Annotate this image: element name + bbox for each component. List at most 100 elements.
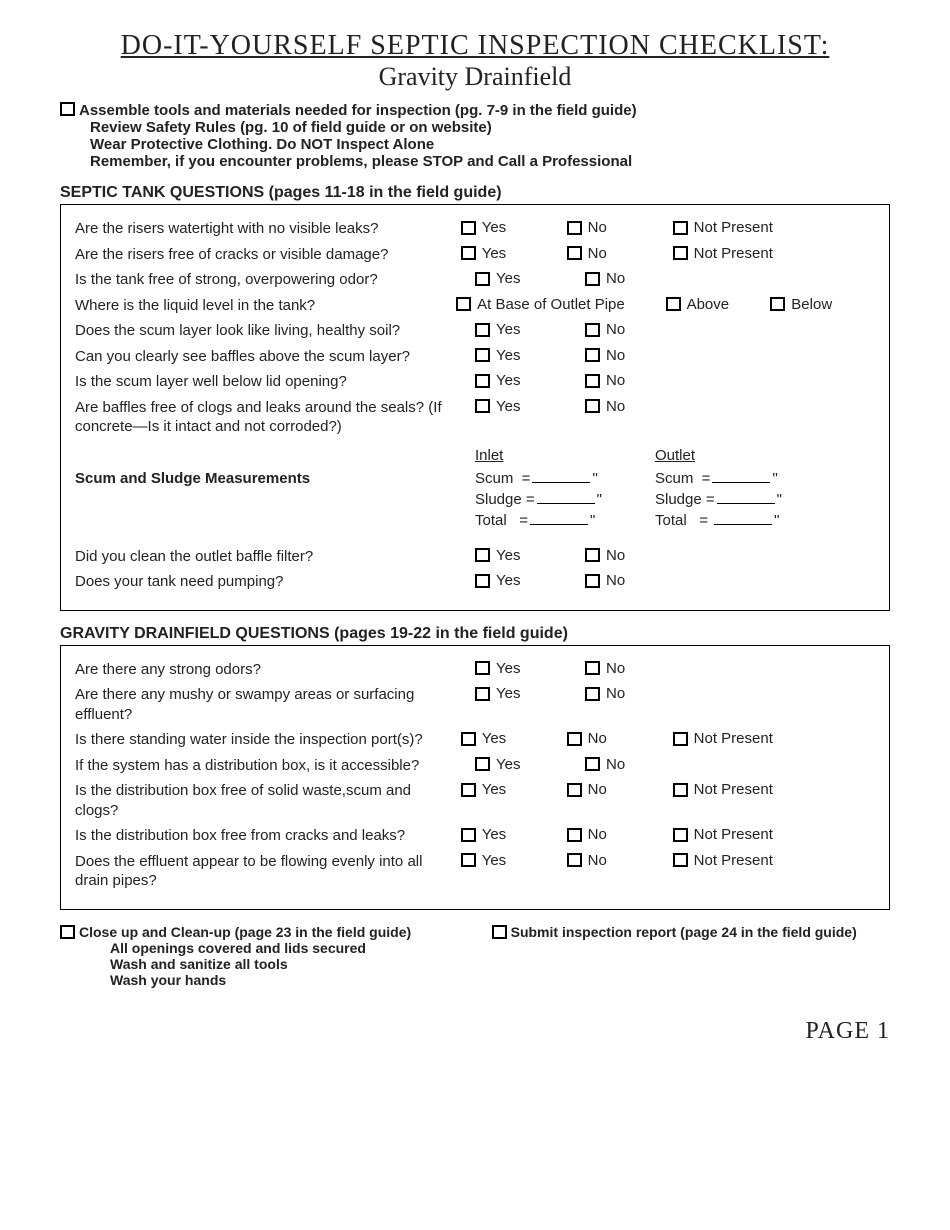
np-label: Not Present xyxy=(694,852,773,869)
q4-above-checkbox[interactable] xyxy=(666,297,681,311)
inlet-sludge-input[interactable] xyxy=(537,503,595,504)
q8-no-checkbox[interactable] xyxy=(585,399,600,413)
q5-no-checkbox[interactable] xyxy=(585,323,600,337)
g4-yes-checkbox[interactable] xyxy=(475,757,490,771)
g6-no-checkbox[interactable] xyxy=(567,828,582,842)
g2-yes-checkbox[interactable] xyxy=(475,687,490,701)
q4-below-checkbox[interactable] xyxy=(770,297,785,311)
yes-label: Yes xyxy=(482,730,506,747)
q6-yes-checkbox[interactable] xyxy=(475,348,490,362)
yes-label: Yes xyxy=(496,347,520,364)
q2-no-checkbox[interactable] xyxy=(567,246,582,260)
g3-no-checkbox[interactable] xyxy=(567,732,582,746)
q1-np-checkbox[interactable] xyxy=(673,221,688,235)
gravity-header: GRAVITY DRAINFIELD QUESTIONS (pages 19-2… xyxy=(60,625,890,643)
q-need-pumping: Does your tank need pumping? xyxy=(75,572,475,592)
septic-header: SEPTIC TANK QUESTIONS (pages 11-18 in th… xyxy=(60,184,890,202)
q8-yes-checkbox[interactable] xyxy=(475,399,490,413)
g-swampy: Are there any mushy or swampy areas or s… xyxy=(75,685,475,724)
q9-yes-checkbox[interactable] xyxy=(475,548,490,562)
footer: Close up and Clean-up (page 23 in the fi… xyxy=(60,924,890,988)
no-label: No xyxy=(606,321,625,338)
yes-label: Yes xyxy=(496,547,520,564)
yes-label: Yes xyxy=(482,219,506,236)
g5-no-checkbox[interactable] xyxy=(567,783,582,797)
q2-np-checkbox[interactable] xyxy=(673,246,688,260)
q-clean-baffle: Did you clean the outlet baffle filter? xyxy=(75,547,475,567)
np-label: Not Present xyxy=(694,826,773,843)
q10-yes-checkbox[interactable] xyxy=(475,574,490,588)
page-title: DO-IT-YOURSELF SEPTIC INSPECTION CHECKLI… xyxy=(60,30,890,62)
g5-yes-checkbox[interactable] xyxy=(461,783,476,797)
submit-report-checkbox[interactable] xyxy=(492,925,507,939)
outlet-scum-input[interactable] xyxy=(712,482,770,483)
q-scum-below-lid: Is the scum layer well below lid opening… xyxy=(75,372,475,392)
assemble-tools-checkbox[interactable] xyxy=(60,102,75,116)
g-odors: Are there any strong odors? xyxy=(75,660,475,680)
q2-yes-checkbox[interactable] xyxy=(461,246,476,260)
close-heading: Close up and Clean-up (page 23 in the fi… xyxy=(79,924,411,940)
outlet-total-input[interactable] xyxy=(714,524,772,525)
np-label: Not Present xyxy=(694,219,773,236)
g-dbox-cracks: Is the distribution box free from cracks… xyxy=(75,826,461,846)
intro-line4: Remember, if you encounter problems, ple… xyxy=(90,153,632,170)
q6-no-checkbox[interactable] xyxy=(585,348,600,362)
inlet-scum-input[interactable] xyxy=(532,482,590,483)
g7-yes-checkbox[interactable] xyxy=(461,853,476,867)
inlet-label: Inlet xyxy=(475,447,655,464)
no-label: No xyxy=(606,372,625,389)
q3-yes-checkbox[interactable] xyxy=(475,272,490,286)
inlet-total-input[interactable] xyxy=(530,524,588,525)
no-label: No xyxy=(588,826,607,843)
total-label: Total xyxy=(655,512,687,529)
g1-no-checkbox[interactable] xyxy=(585,661,600,675)
g1-yes-checkbox[interactable] xyxy=(475,661,490,675)
q3-no-checkbox[interactable] xyxy=(585,272,600,286)
q4-base-checkbox[interactable] xyxy=(456,297,471,311)
q7-yes-checkbox[interactable] xyxy=(475,374,490,388)
no-label: No xyxy=(606,660,625,677)
q1-yes-checkbox[interactable] xyxy=(461,221,476,235)
q10-no-checkbox[interactable] xyxy=(585,574,600,588)
q9-no-checkbox[interactable] xyxy=(585,548,600,562)
q5-yes-checkbox[interactable] xyxy=(475,323,490,337)
g3-np-checkbox[interactable] xyxy=(673,732,688,746)
sludge-label: Sludge xyxy=(475,491,522,508)
yes-label: Yes xyxy=(482,781,506,798)
g5-np-checkbox[interactable] xyxy=(673,783,688,797)
q7-no-checkbox[interactable] xyxy=(585,374,600,388)
outlet-sludge-input[interactable] xyxy=(717,503,775,504)
g2-no-checkbox[interactable] xyxy=(585,687,600,701)
g-dbox-access: If the system has a distribution box, is… xyxy=(75,756,475,776)
sludge-label: Sludge xyxy=(655,491,702,508)
page-subtitle: Gravity Drainfield xyxy=(60,62,890,92)
below-label: Below xyxy=(791,296,832,313)
g6-np-checkbox[interactable] xyxy=(673,828,688,842)
q1-no-checkbox[interactable] xyxy=(567,221,582,235)
above-label: Above xyxy=(687,296,730,313)
q-risers-cracks: Are the risers free of cracks or visible… xyxy=(75,245,461,265)
yes-label: Yes xyxy=(496,321,520,338)
at-base-label: At Base of Outlet Pipe xyxy=(477,296,625,313)
no-label: No xyxy=(588,245,607,262)
yes-label: Yes xyxy=(482,245,506,262)
g-effluent-even: Does the effluent appear to be flowing e… xyxy=(75,852,461,891)
gravity-panel: Are there any strong odors? Yes No Are t… xyxy=(60,645,890,910)
g6-yes-checkbox[interactable] xyxy=(461,828,476,842)
yes-label: Yes xyxy=(482,852,506,869)
g7-no-checkbox[interactable] xyxy=(567,853,582,867)
yes-label: Yes xyxy=(496,660,520,677)
no-label: No xyxy=(606,572,625,589)
inlet-meas: Scum =" Sludge =" Total =" xyxy=(475,470,655,529)
no-label: No xyxy=(606,398,625,415)
yes-label: Yes xyxy=(496,398,520,415)
g4-no-checkbox[interactable] xyxy=(585,757,600,771)
submit-label: Submit inspection report (page 24 in the… xyxy=(511,924,857,940)
close-cleanup-checkbox[interactable] xyxy=(60,925,75,939)
no-label: No xyxy=(606,347,625,364)
meas-header: Inlet Outlet xyxy=(75,447,875,464)
g7-np-checkbox[interactable] xyxy=(673,853,688,867)
g3-yes-checkbox[interactable] xyxy=(461,732,476,746)
yes-label: Yes xyxy=(496,756,520,773)
np-label: Not Present xyxy=(694,730,773,747)
